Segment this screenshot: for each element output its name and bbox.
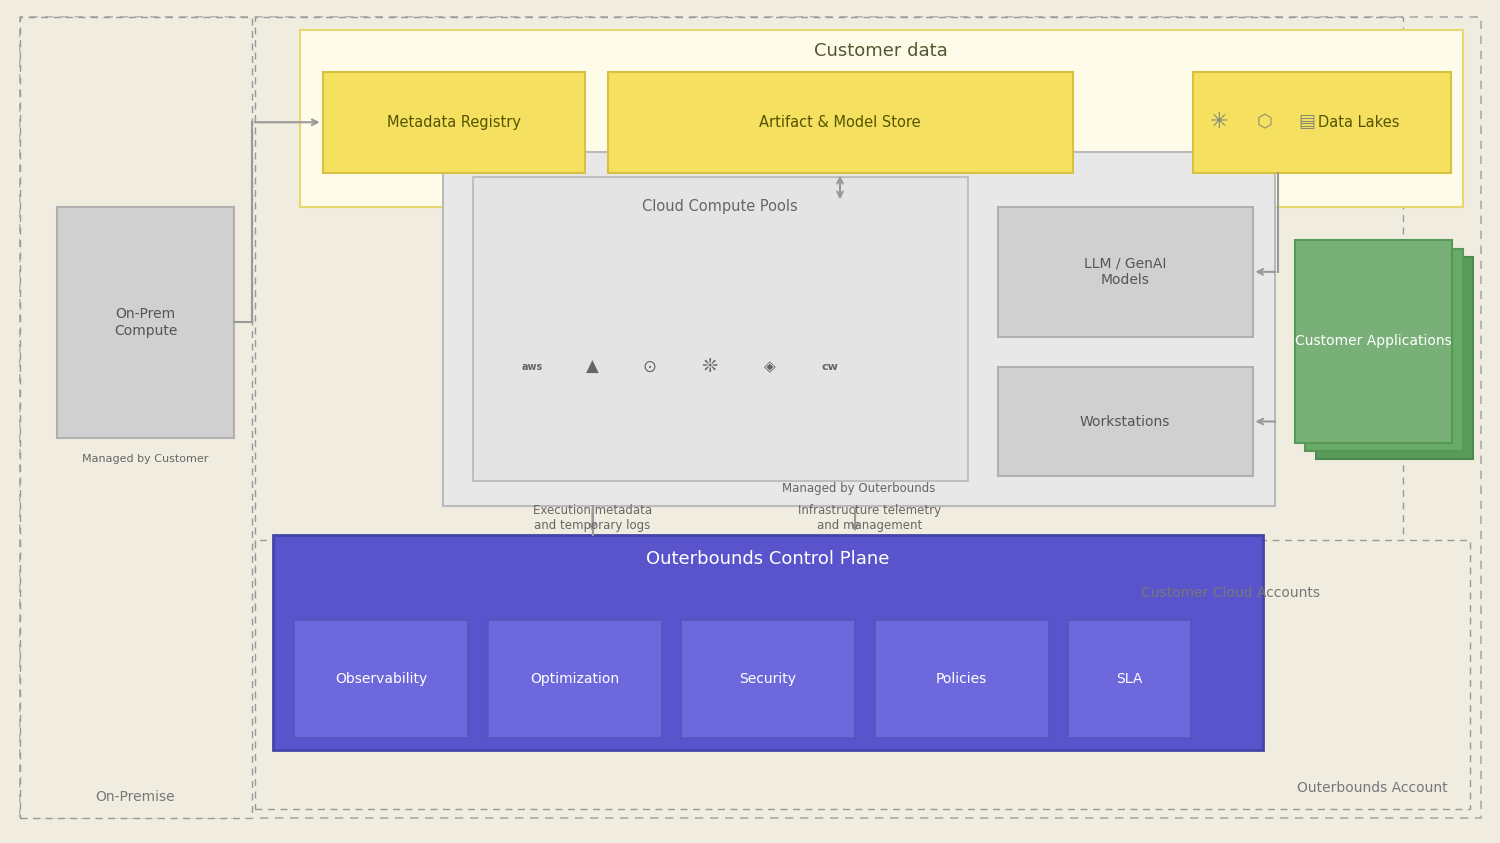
Text: LLM / GenAI
Models: LLM / GenAI Models: [1084, 257, 1166, 287]
Bar: [608, 72, 1072, 173]
Text: ◈: ◈: [764, 359, 776, 374]
Text: Customer Applications: Customer Applications: [1294, 335, 1452, 348]
Text: aws: aws: [522, 362, 543, 372]
Text: cw: cw: [821, 362, 839, 372]
Text: Artifact & Model Store: Artifact & Model Store: [759, 115, 921, 130]
Bar: [488, 620, 662, 738]
Bar: [472, 177, 968, 481]
Text: ✳: ✳: [1210, 112, 1228, 132]
Text: Security: Security: [740, 672, 796, 685]
Text: Optimization: Optimization: [530, 672, 620, 685]
Bar: [998, 367, 1252, 476]
Text: Metadata Registry: Metadata Registry: [387, 115, 520, 130]
Bar: [1068, 620, 1191, 738]
Bar: [57, 207, 234, 438]
Bar: [20, 17, 252, 818]
Text: Data Lakes: Data Lakes: [1318, 115, 1400, 130]
Text: Outerbounds Account: Outerbounds Account: [1298, 781, 1448, 795]
Bar: [681, 620, 855, 738]
Text: Managed by Customer: Managed by Customer: [82, 454, 209, 464]
Text: SLA: SLA: [1116, 672, 1143, 685]
Text: On-Premise: On-Premise: [94, 790, 176, 803]
Text: ⊙: ⊙: [642, 357, 657, 376]
Bar: [255, 540, 1470, 809]
Bar: [1316, 257, 1473, 459]
Bar: [998, 207, 1252, 337]
Text: Customer Cloud Accounts: Customer Cloud Accounts: [1142, 586, 1320, 599]
Bar: [1294, 240, 1452, 443]
Text: Cloud Compute Pools: Cloud Compute Pools: [642, 199, 798, 214]
Text: Customer data: Customer data: [815, 41, 948, 60]
Bar: [294, 620, 468, 738]
Text: ▲: ▲: [586, 357, 598, 376]
Text: Infrastructure telemetry
and management: Infrastructure telemetry and management: [798, 504, 942, 533]
Bar: [874, 620, 1048, 738]
Bar: [322, 72, 585, 173]
Text: Policies: Policies: [936, 672, 987, 685]
Text: ▤: ▤: [1298, 113, 1316, 132]
Bar: [1305, 249, 1462, 451]
Text: Outerbounds Control Plane: Outerbounds Control Plane: [646, 550, 890, 568]
Text: On-Prem
Compute: On-Prem Compute: [114, 308, 177, 337]
Text: ⬡: ⬡: [1257, 113, 1272, 132]
Text: ❊: ❊: [702, 357, 717, 376]
Bar: [300, 30, 1462, 207]
Bar: [1192, 72, 1450, 173]
Text: Managed by Outerbounds: Managed by Outerbounds: [782, 482, 936, 496]
Text: Execution metadata
and temporary logs: Execution metadata and temporary logs: [532, 504, 652, 533]
Text: Workstations: Workstations: [1080, 415, 1170, 428]
Bar: [442, 152, 1275, 506]
Bar: [255, 17, 1402, 611]
Text: Observability: Observability: [334, 672, 427, 685]
Bar: [273, 535, 1263, 750]
